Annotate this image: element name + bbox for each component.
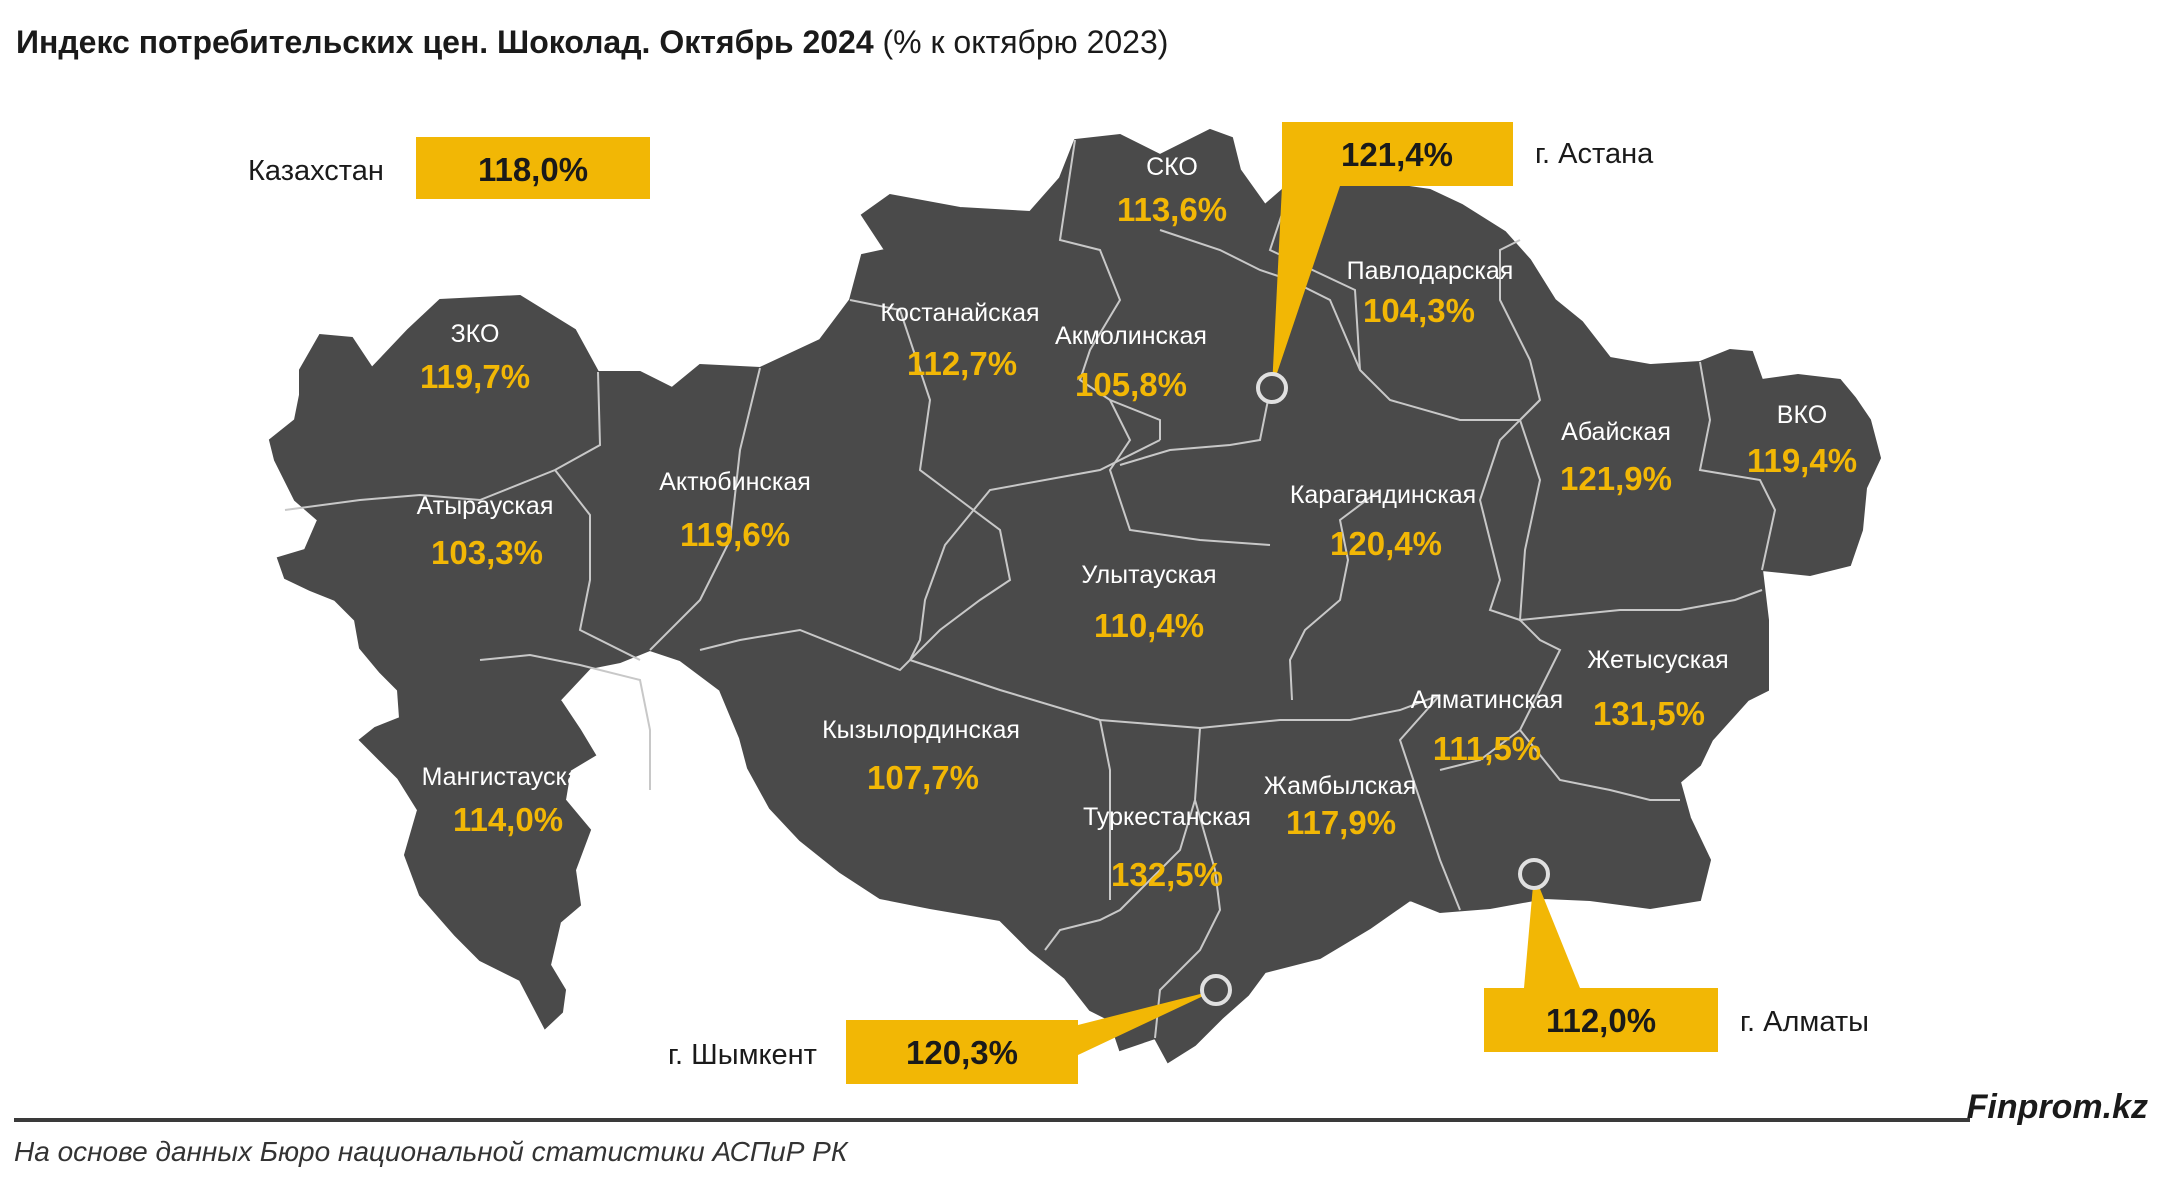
almaty-marker [1518,858,1550,890]
region-vko: ВКО 119,4% [1747,401,1857,479]
region-labels: ЗКО 119,7% Атырауская 103,3% Актюбинская… [417,153,1857,893]
region-sko: СКО 113,6% [1117,153,1227,228]
region-value: 131,5% [1593,695,1705,732]
region-akmola: Акмолинская 105,8% [1055,322,1207,403]
region-value: 107,7% [867,759,979,796]
region-value: 121,9% [1560,460,1672,497]
region-value: 104,3% [1363,292,1475,329]
region-kyzylorda: Кызылординская 107,7% [822,716,1020,796]
shymkent-callout: 120,3% г. Шымкент [668,974,1232,1084]
almaty-label: г. Алматы [1740,1006,1869,1038]
national-box [416,137,650,199]
region-name: Кызылординская [822,716,1020,744]
region-name: Павлодарская [1347,257,1514,285]
region-name: СКО [1146,153,1198,181]
chart-title: Индекс потребительских цен. Шоколад. Окт… [16,24,1168,61]
region-name: Жамбылская [1264,772,1416,800]
astana-marker [1256,372,1288,404]
astana-box [1282,122,1513,186]
region-value: 117,9% [1286,804,1396,841]
national-callout: Казахстан 118,0% [248,137,650,199]
astana-label: г. Астана [1535,138,1654,170]
region-name: Жетысуская [1587,646,1728,674]
region-ulytau: Улытауская 110,4% [1081,561,1216,644]
region-name: Атырауская [417,492,554,520]
region-value: 132,5% [1111,856,1223,893]
astana-value: 121,4% [1341,136,1453,173]
source-note: На основе данных Бюро национальной стати… [14,1136,848,1167]
region-value: 112,7% [907,345,1017,382]
astana-pointer [1272,186,1340,388]
region-name: Алматинская [1411,686,1563,714]
region-name: Карагандинская [1290,481,1476,509]
region-name: Улытауская [1081,561,1216,589]
almaty-pointer [1524,874,1580,988]
astana-callout: 121,4% г. Астана [1256,122,1654,404]
region-pavlodar: Павлодарская 104,3% [1347,257,1514,329]
shymkent-box [846,1020,1078,1084]
region-value: 119,6% [680,516,790,553]
shymkent-value: 120,3% [906,1034,1018,1071]
region-name: ВКО [1777,401,1827,429]
region-name: Туркестанская [1083,803,1251,831]
region-zko: ЗКО 119,7% [420,320,530,395]
region-value: 119,4% [1747,442,1857,479]
region-value: 114,0% [453,801,563,838]
region-value: 103,3% [431,534,543,571]
national-value: 118,0% [478,151,588,188]
national-label: Казахстан [248,155,384,187]
region-name: Костанайская [880,299,1039,327]
shymkent-marker [1200,974,1232,1006]
region-zhetysu: Жетысуская 131,5% [1587,646,1728,732]
region-zhambyl: Жамбылская 117,9% [1264,772,1416,841]
region-value: 119,7% [420,358,530,395]
title-normal: (% к октябрю 2023) [882,24,1169,60]
region-aktobe: Актюбинская 119,6% [659,468,811,553]
region-value: 120,4% [1330,525,1442,562]
region-atyrau: Атырауская 103,3% [417,492,554,571]
region-mangystau: Мангистауская 114,0% [422,763,595,838]
region-value: 105,8% [1075,366,1187,403]
region-name: Актюбинская [659,468,811,496]
almaty-box [1484,988,1718,1052]
region-value: 113,6% [1117,191,1227,228]
region-karaganda: Карагандинская 120,4% [1290,481,1476,562]
region-abai: Абайская 121,9% [1560,418,1672,497]
region-name: ЗКО [451,320,500,348]
region-kostanay: Костанайская 112,7% [880,299,1039,382]
shymkent-label: г. Шымкент [668,1039,817,1071]
region-almaty-obl: Алматинская 111,5% [1411,686,1563,767]
region-value: 111,5% [1433,730,1541,767]
region-value: 110,4% [1094,607,1204,644]
almaty-value: 112,0% [1546,1002,1656,1039]
title-bold: Индекс потребительских цен. Шоколад. Окт… [16,24,874,60]
footer-divider [14,1118,1970,1122]
brand-logo: Finprom.kz [1966,1088,2148,1126]
country-shape [268,128,1882,1064]
shymkent-pointer [1078,990,1216,1055]
region-name: Мангистауская [422,763,595,791]
region-turkestan: Туркестанская 132,5% [1083,803,1251,893]
region-name: Абайская [1561,418,1671,446]
almaty-callout: 112,0% г. Алматы [1484,858,1869,1052]
region-name: Акмолинская [1055,322,1207,350]
